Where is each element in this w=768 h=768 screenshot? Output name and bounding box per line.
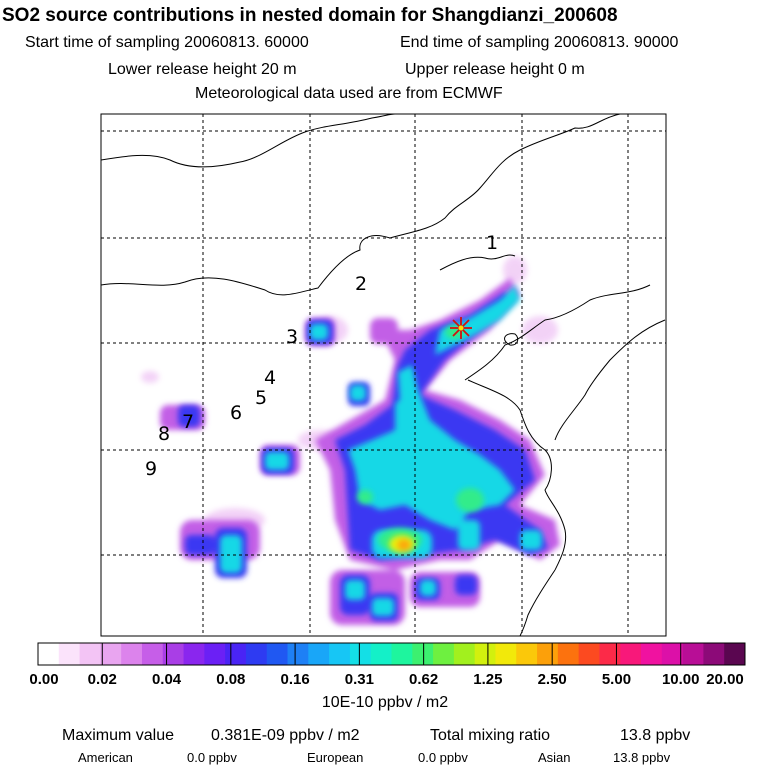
colorbar-swatch bbox=[141, 643, 164, 665]
end-time: End time of sampling 20060813. 90000 bbox=[400, 34, 679, 51]
region-label: 2 bbox=[355, 273, 367, 295]
region-label: 4 bbox=[264, 367, 276, 389]
colorbar-swatch bbox=[391, 643, 413, 665]
american-label: American bbox=[78, 750, 133, 765]
region-labels: 1 2 3 4 5 6 7 8 9 bbox=[145, 232, 498, 480]
chart-title: SO2 source contributions in nested domai… bbox=[2, 5, 618, 26]
colorbar-swatch bbox=[641, 643, 663, 665]
colorbar-swatch bbox=[349, 643, 372, 665]
colorbar-tick-label: 0.02 bbox=[88, 671, 117, 688]
colorbar-tick-label: 0.62 bbox=[409, 671, 438, 688]
colorbar-tick-label: 0.31 bbox=[345, 671, 374, 688]
colorbar-swatch bbox=[495, 643, 517, 665]
colorbar-swatch bbox=[162, 643, 185, 665]
colorbar-swatch bbox=[245, 643, 268, 665]
colorbar-tick-label: 2.50 bbox=[538, 671, 567, 688]
colorbar bbox=[37, 642, 746, 666]
plume-field bbox=[141, 256, 560, 625]
colorbar-swatch bbox=[287, 643, 309, 665]
colorbar-swatch bbox=[433, 643, 455, 665]
colorbar-tick-label: 0.04 bbox=[152, 671, 182, 688]
colorbar-tick-label: 20.00 bbox=[706, 671, 744, 688]
colorbar-tick-label: 10.00 bbox=[662, 671, 700, 688]
colorbar-unit: 10E-10 ppbv / m2 bbox=[322, 694, 448, 711]
asian-value: 13.8 ppbv bbox=[613, 750, 671, 765]
colorbar-swatch bbox=[204, 643, 226, 665]
map-frame bbox=[100, 113, 667, 637]
colorbar-tick-label: 0.08 bbox=[216, 671, 245, 688]
european-label: European bbox=[307, 750, 364, 765]
colorbar-swatch bbox=[183, 643, 205, 665]
colorbar-swatch bbox=[79, 643, 101, 665]
colorbar-swatch bbox=[412, 643, 434, 665]
colorbar-swatch bbox=[516, 643, 538, 665]
colorbar-tick-label: 0.00 bbox=[29, 671, 58, 688]
total-mixing-label: Total mixing ratio bbox=[430, 727, 551, 744]
colorbar-swatch bbox=[100, 643, 122, 665]
american-value: 0.0 ppbv bbox=[187, 750, 237, 765]
colorbar-swatch bbox=[38, 643, 60, 665]
lower-release-height: Lower release height 20 m bbox=[108, 61, 297, 78]
region-label: 3 bbox=[286, 326, 298, 348]
region-label: 9 bbox=[145, 458, 157, 480]
colorbar-swatch bbox=[266, 643, 289, 665]
met-data-source: Meteorological data used are from ECMWF bbox=[195, 85, 503, 102]
total-mixing-value: 13.8 ppbv bbox=[620, 727, 691, 744]
colorbar-swatch bbox=[724, 643, 746, 665]
colorbar-tick-label: 0.16 bbox=[280, 671, 309, 688]
colorbar-swatch bbox=[620, 643, 642, 665]
colorbar-tick-labels: 0.00 0.02 0.04 0.08 0.16 0.31 0.62 1.25 2.50 5.00… bbox=[29, 671, 743, 688]
region-label: 7 bbox=[182, 411, 194, 433]
asian-label: Asian bbox=[538, 750, 571, 765]
colorbar-swatch bbox=[599, 643, 621, 665]
colorbar-swatch bbox=[703, 643, 725, 665]
colorbar-swatch bbox=[121, 643, 143, 665]
colorbar-swatch bbox=[308, 643, 330, 665]
colorbar-swatch bbox=[557, 643, 580, 665]
colorbar-swatch bbox=[578, 643, 600, 665]
colorbar-swatch bbox=[474, 643, 496, 665]
region-label: 5 bbox=[255, 387, 267, 409]
european-value: 0.0 ppbv bbox=[418, 750, 468, 765]
colorbar-swatch bbox=[682, 643, 704, 665]
graticule bbox=[101, 114, 666, 636]
region-label: 8 bbox=[158, 423, 170, 445]
max-value-label: Maximum value bbox=[62, 727, 175, 744]
upper-release-height: Upper release height 0 m bbox=[405, 61, 585, 78]
colorbar-swatch bbox=[537, 643, 559, 665]
max-value: 0.381E-09 ppbv / m2 bbox=[211, 727, 360, 744]
colorbar-swatch bbox=[370, 643, 392, 665]
colorbar-swatch bbox=[225, 643, 247, 665]
start-time: Start time of sampling 20060813. 60000 bbox=[25, 34, 309, 51]
coastlines bbox=[101, 114, 666, 636]
region-label: 1 bbox=[486, 232, 498, 254]
colorbar-swatch bbox=[329, 643, 351, 665]
colorbar-swatch bbox=[661, 643, 684, 665]
colorbar-tick-label: 5.00 bbox=[602, 671, 631, 688]
colorbar-swatch bbox=[453, 643, 476, 665]
colorbar-swatch bbox=[58, 643, 81, 665]
colorbar-tick-label: 1.25 bbox=[473, 671, 502, 688]
receptor-dot bbox=[458, 325, 464, 331]
region-label: 6 bbox=[230, 402, 242, 424]
